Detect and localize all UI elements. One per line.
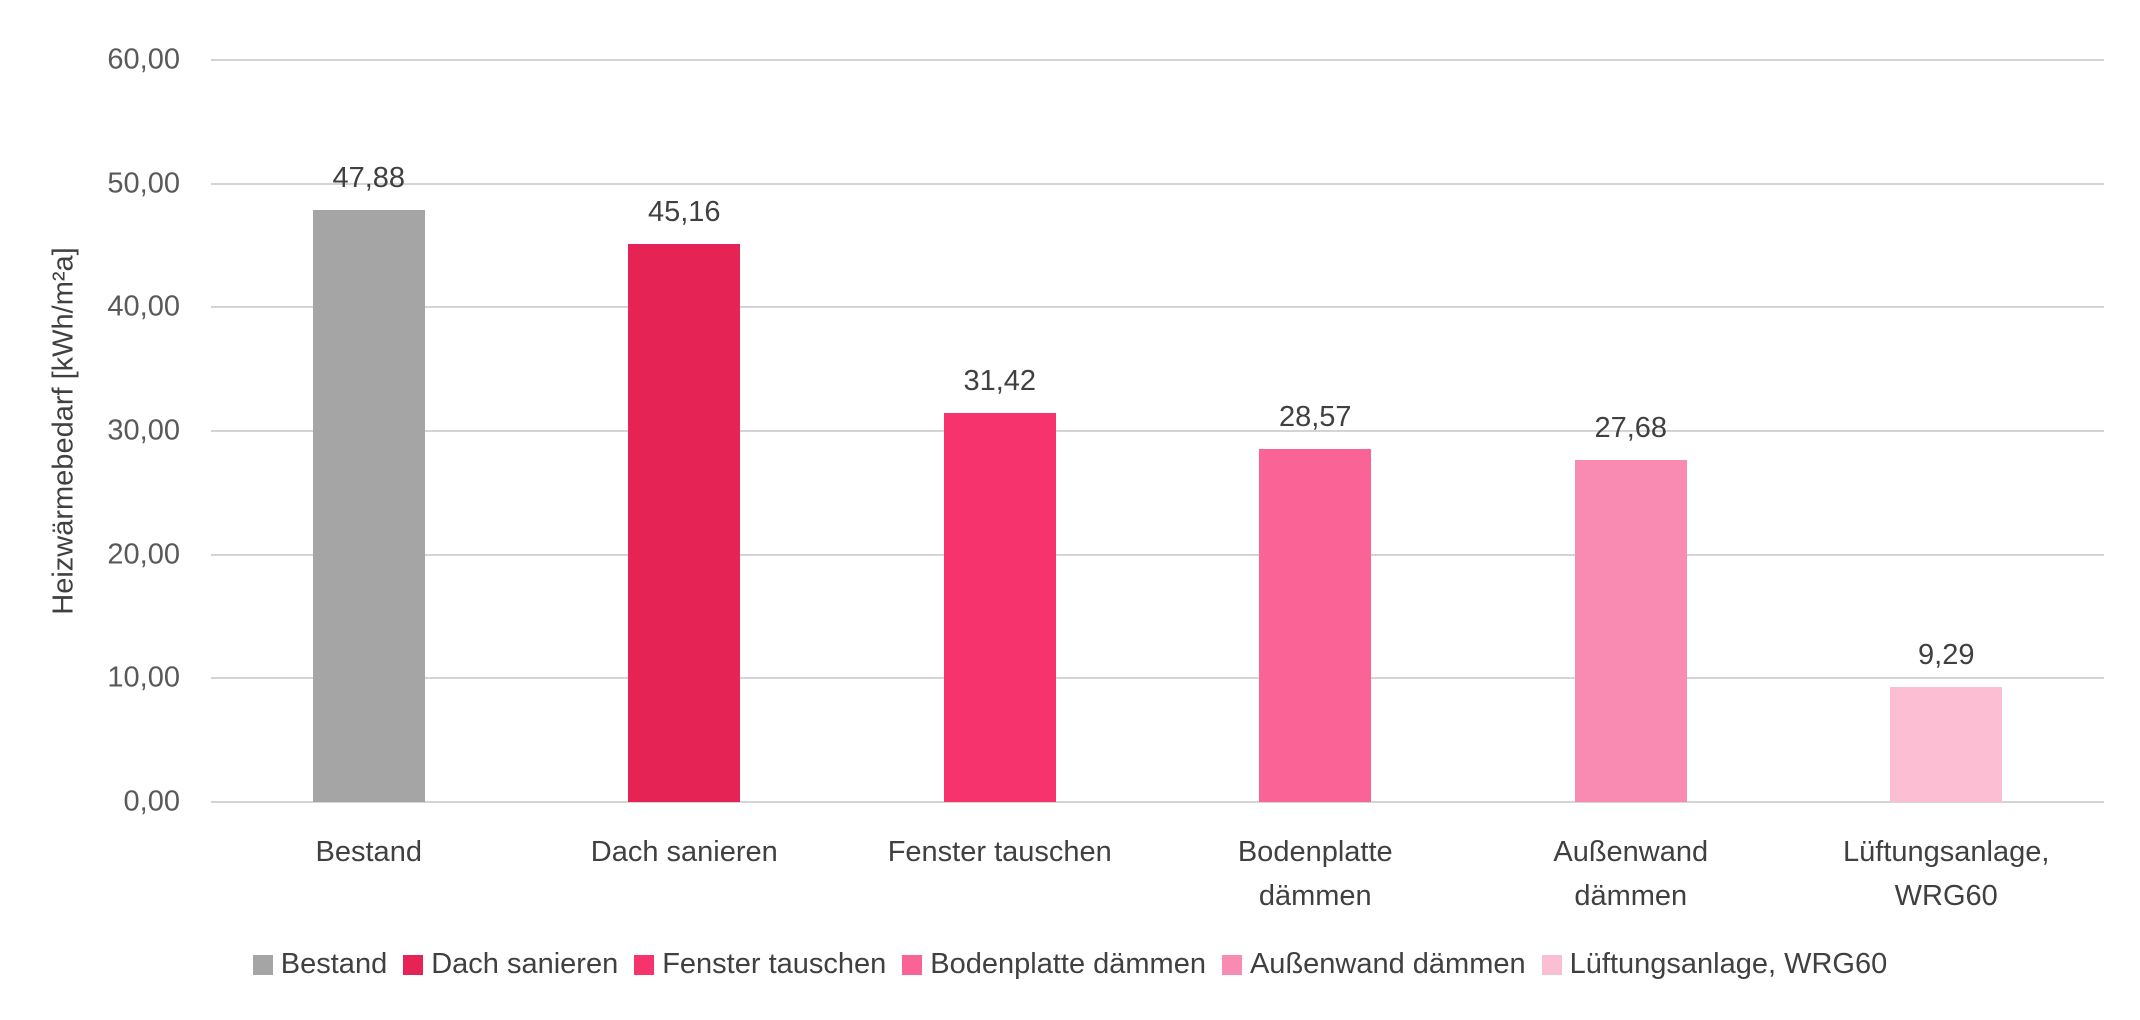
- bar: [1574, 459, 1687, 802]
- gridline: [211, 182, 2104, 185]
- bar: [943, 413, 1056, 802]
- y-tick-label: 10,00: [107, 661, 180, 694]
- legend-label: Dach sanieren: [431, 948, 619, 980]
- gridline: [211, 306, 2104, 309]
- x-tick-label: Dach sanieren: [590, 836, 778, 868]
- legend-item: Bodenplatte dämmen: [902, 948, 1206, 981]
- y-tick-label: 0,00: [123, 785, 180, 818]
- legend-swatch-icon: [252, 954, 273, 975]
- data-label: 28,57: [1278, 400, 1352, 433]
- y-tick-label: 20,00: [107, 538, 180, 571]
- bar: [1259, 448, 1372, 802]
- gridline: [211, 553, 2104, 556]
- x-tick-label: Fenster tauschen: [887, 836, 1112, 868]
- data-label: 47,88: [332, 161, 406, 194]
- gridline: [211, 59, 2104, 61]
- gridline: [211, 430, 2104, 432]
- data-label: 31,42: [963, 365, 1037, 398]
- legend-label: Lüftungsanlage, WRG60: [1569, 948, 1888, 980]
- legend-item: Lüftungsanlage, WRG60: [1541, 948, 1888, 981]
- x-tick-label: Bestand: [315, 836, 422, 868]
- gridline: [211, 677, 2104, 680]
- y-tick-label: 30,00: [107, 414, 180, 447]
- x-tick-label: Lüftungsanlage, WRG60: [1843, 836, 2050, 912]
- y-tick-label: 40,00: [107, 290, 180, 323]
- legend-label: Außenwand dämmen: [1249, 948, 1526, 980]
- legend-swatch-icon: [403, 954, 424, 975]
- bar: [628, 243, 741, 802]
- x-tick-label: Bodenplatte dämmen: [1237, 836, 1393, 912]
- data-label: 45,16: [647, 195, 721, 228]
- data-label: 27,68: [1594, 411, 1668, 444]
- legend: Bestand Dach sanieren Fenster tauschen Bode…: [0, 948, 2140, 981]
- y-tick-label: 50,00: [107, 167, 180, 200]
- legend-item: Dach sanieren: [403, 948, 618, 981]
- legend-item: Außenwand dämmen: [1221, 948, 1526, 981]
- legend-item: Fenster tauschen: [634, 948, 886, 981]
- data-label: 9,29: [1918, 639, 1975, 672]
- gridline: [211, 801, 2104, 803]
- bar: [1890, 687, 2003, 802]
- y-tick-label: 60,00: [107, 43, 180, 76]
- legend-label: Bestand: [280, 948, 388, 980]
- legend-swatch-icon: [902, 954, 923, 975]
- legend-swatch-icon: [1541, 954, 1562, 975]
- legend-item: Bestand: [252, 948, 388, 981]
- legend-label: Fenster tauschen: [662, 948, 887, 980]
- bar: [312, 209, 425, 802]
- legend-swatch-icon: [1221, 954, 1242, 975]
- legend-swatch-icon: [634, 954, 655, 975]
- legend-label: Bodenplatte dämmen: [930, 948, 1206, 980]
- x-tick-label: Außenwand dämmen: [1553, 836, 1709, 912]
- plot-area: 47,88 45,16 31,42 28,57 27,68 9,29: [211, 59, 2104, 803]
